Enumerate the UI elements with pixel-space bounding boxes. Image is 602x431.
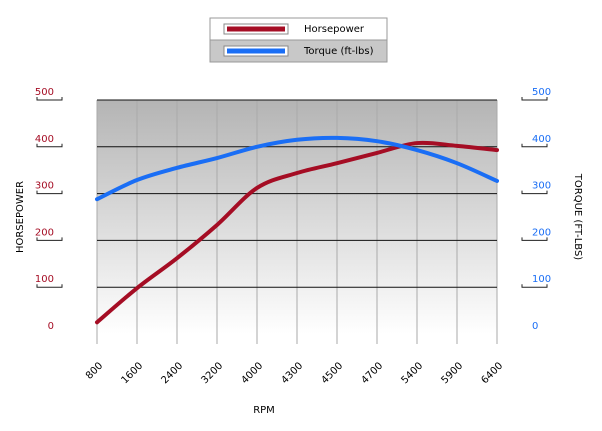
x-tick-label: 4300 [279,360,305,386]
x-tick-label: 5400 [399,360,425,386]
y2-tick [521,190,548,195]
y-tick-label: 500 [35,87,54,98]
y2-tick-label: 0 [532,321,538,332]
y-tick [36,284,63,288]
x-tick-label: 6400 [479,360,505,386]
x-tick-label: 1600 [119,360,145,386]
y-tick-label: 200 [35,227,54,238]
y-tick [36,97,63,101]
y2-tick-label: 100 [532,274,551,285]
y2-tick [521,143,548,148]
y-tick-label: 400 [35,134,54,145]
y-axis-title: HORSEPOWER [15,181,26,253]
y2-axis-title: TORQUE (FT-LBS) [572,173,583,260]
x-axis-title: RPM [253,405,275,416]
y-tick-label: 300 [35,181,54,192]
y2-tick-label: 400 [532,134,551,145]
x-tick-label: 4500 [319,360,345,386]
y-tick [36,190,63,195]
y2-tick-label: 200 [532,227,551,238]
x-tick-label: 3200 [199,360,225,386]
y-tick-label: 100 [35,274,54,285]
y2-tick-label: 500 [532,87,551,98]
x-tick-label: 5900 [439,360,465,386]
x-tick-label: 800 [84,360,105,381]
y2-tick [521,237,548,241]
y-tick [36,237,63,241]
x-tick-label: 2400 [159,360,185,386]
legend-label: Horsepower [304,24,365,35]
x-tick-label: 4000 [239,360,265,386]
series-line [95,140,499,325]
y2-tick-label: 300 [532,181,551,192]
y-tick-label: 0 [48,321,54,332]
y2-tick [521,284,548,288]
y-tick [36,143,63,148]
legend-label: Torque (ft-lbs) [303,46,374,57]
x-tick-label: 4700 [359,360,385,386]
series-line [95,135,499,202]
y2-tick [521,97,548,101]
